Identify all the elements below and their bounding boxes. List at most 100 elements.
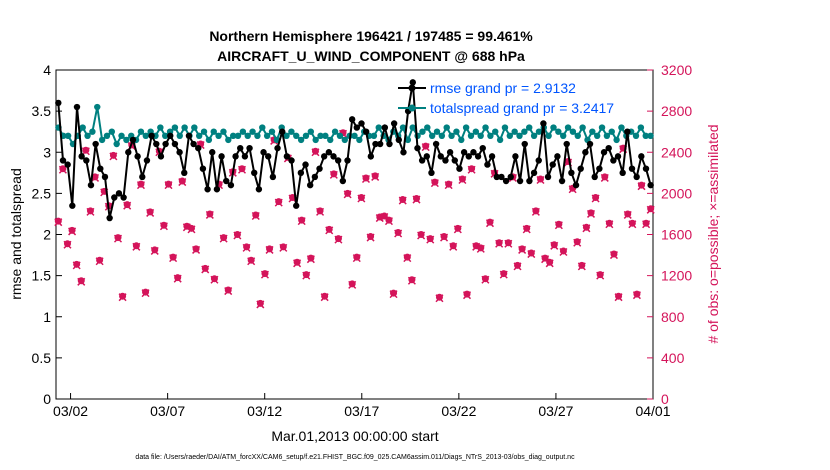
totalspread-point xyxy=(399,124,407,131)
obs-assimilated-point xyxy=(159,222,168,231)
totalspread-point xyxy=(322,132,329,139)
totalspread-point xyxy=(249,128,256,135)
obs-assimilated-point xyxy=(182,223,191,232)
y-left-tick-label: 1 xyxy=(43,309,51,325)
obs-assimilated-point xyxy=(476,244,485,253)
rmse-point xyxy=(535,157,542,164)
rmse-point xyxy=(418,157,426,164)
rmse-point xyxy=(362,128,370,135)
rmse-point xyxy=(642,165,650,172)
rmse-point xyxy=(633,173,640,181)
totalspread-point xyxy=(181,124,188,131)
obs-assimilated-point xyxy=(63,240,72,249)
obs-assimilated-point xyxy=(435,294,444,303)
obs-assimilated-point xyxy=(187,225,196,234)
y-axis-left-label: rmse and totalspread xyxy=(8,168,24,300)
rmse-point xyxy=(582,149,589,156)
rmse-point xyxy=(549,161,556,168)
y-axis-left: 0 0.5 1 1.5 2 2.5 3 3.5 4 xyxy=(32,62,62,407)
obs-assimilated-point xyxy=(646,205,655,214)
totalspread-point xyxy=(560,132,567,139)
totalspread-point xyxy=(234,132,242,139)
rmse-point xyxy=(241,153,249,160)
rmse-point xyxy=(101,173,109,181)
rmse-point xyxy=(619,169,626,177)
obs-assimilated-point xyxy=(302,271,311,280)
totalspread-point xyxy=(428,132,436,139)
obs-assimilated-point xyxy=(394,229,403,238)
obs-assimilated-point xyxy=(600,173,609,182)
rmse-point xyxy=(516,177,524,185)
totalspread-point xyxy=(288,128,295,135)
totalspread-point xyxy=(254,132,261,139)
totalspread-point xyxy=(331,128,339,135)
obs-assimilated-point xyxy=(444,181,453,190)
rmse-point xyxy=(209,149,216,156)
totalspread-point xyxy=(356,136,363,144)
obs-assimilated-point xyxy=(430,179,439,188)
rmse-point xyxy=(316,165,323,172)
rmse-point xyxy=(227,181,235,189)
obs-assimilated-point xyxy=(81,147,90,156)
obs-assimilated-point xyxy=(95,257,104,266)
x-tick-label: 03/27 xyxy=(538,403,573,419)
rmse-point xyxy=(162,140,169,148)
obs-assimilated-point xyxy=(164,181,173,190)
obs-assimilated-point xyxy=(605,220,614,229)
rmse-point xyxy=(185,132,193,139)
rmse-point xyxy=(87,181,95,189)
totalspread-point xyxy=(433,128,441,135)
rmse-point xyxy=(638,153,645,160)
rmse-point xyxy=(129,136,137,144)
rmse-point xyxy=(600,149,608,156)
rmse-point xyxy=(167,132,174,139)
totalspread-point xyxy=(409,124,416,131)
obs-assimilated-point xyxy=(531,207,540,216)
y-right-tick-label: 2400 xyxy=(661,144,692,160)
rmse-point xyxy=(437,153,444,160)
obs-assimilated-point xyxy=(577,262,586,271)
totalspread-point xyxy=(370,132,378,139)
totalspread-point xyxy=(157,124,164,131)
obs-assimilated-point xyxy=(178,178,187,187)
obs-assimilated-point xyxy=(499,270,508,279)
totalspread-point xyxy=(608,128,615,135)
totalspread-point xyxy=(647,132,654,139)
rmse-point xyxy=(381,124,389,131)
obs-assimilated-point xyxy=(54,218,63,227)
rmse-point xyxy=(400,149,407,156)
obs-assimilated-point xyxy=(485,219,495,228)
totalspread-point xyxy=(535,128,543,135)
totalspread-point xyxy=(351,132,358,139)
rmse-point xyxy=(255,186,263,193)
series-rmse xyxy=(55,79,654,222)
y-right-tick-label: 1600 xyxy=(661,227,692,243)
rmse-point xyxy=(530,169,538,177)
rmse-point xyxy=(521,140,528,148)
y-left-tick-label: 0.5 xyxy=(32,350,52,366)
rmse-point xyxy=(456,165,463,172)
rmse-point xyxy=(442,157,449,164)
rmse-point xyxy=(111,194,118,201)
totalspread-point xyxy=(642,132,649,139)
rmse-point xyxy=(334,157,342,164)
totalspread-point xyxy=(555,128,562,135)
obs-assimilated-point xyxy=(205,210,214,219)
totalspread-point xyxy=(453,128,460,135)
totalspread-point xyxy=(225,136,232,144)
obs-assimilated-point xyxy=(251,211,260,221)
rmse-point xyxy=(386,140,393,148)
obs-assimilated-point xyxy=(467,165,476,174)
rmse-point xyxy=(526,177,533,185)
totalspread-point xyxy=(458,136,465,144)
totalspread-point xyxy=(283,132,290,139)
obs-assimilated-point xyxy=(72,261,81,270)
obs-assimilated-point xyxy=(348,280,357,289)
rmse-point xyxy=(134,153,141,160)
obs-assimilated-point xyxy=(233,231,242,240)
totalspread-point xyxy=(108,128,116,135)
totalspread-point xyxy=(419,128,426,135)
obs-assimilated-point xyxy=(462,291,472,300)
obs-assimilated-point xyxy=(449,242,458,251)
